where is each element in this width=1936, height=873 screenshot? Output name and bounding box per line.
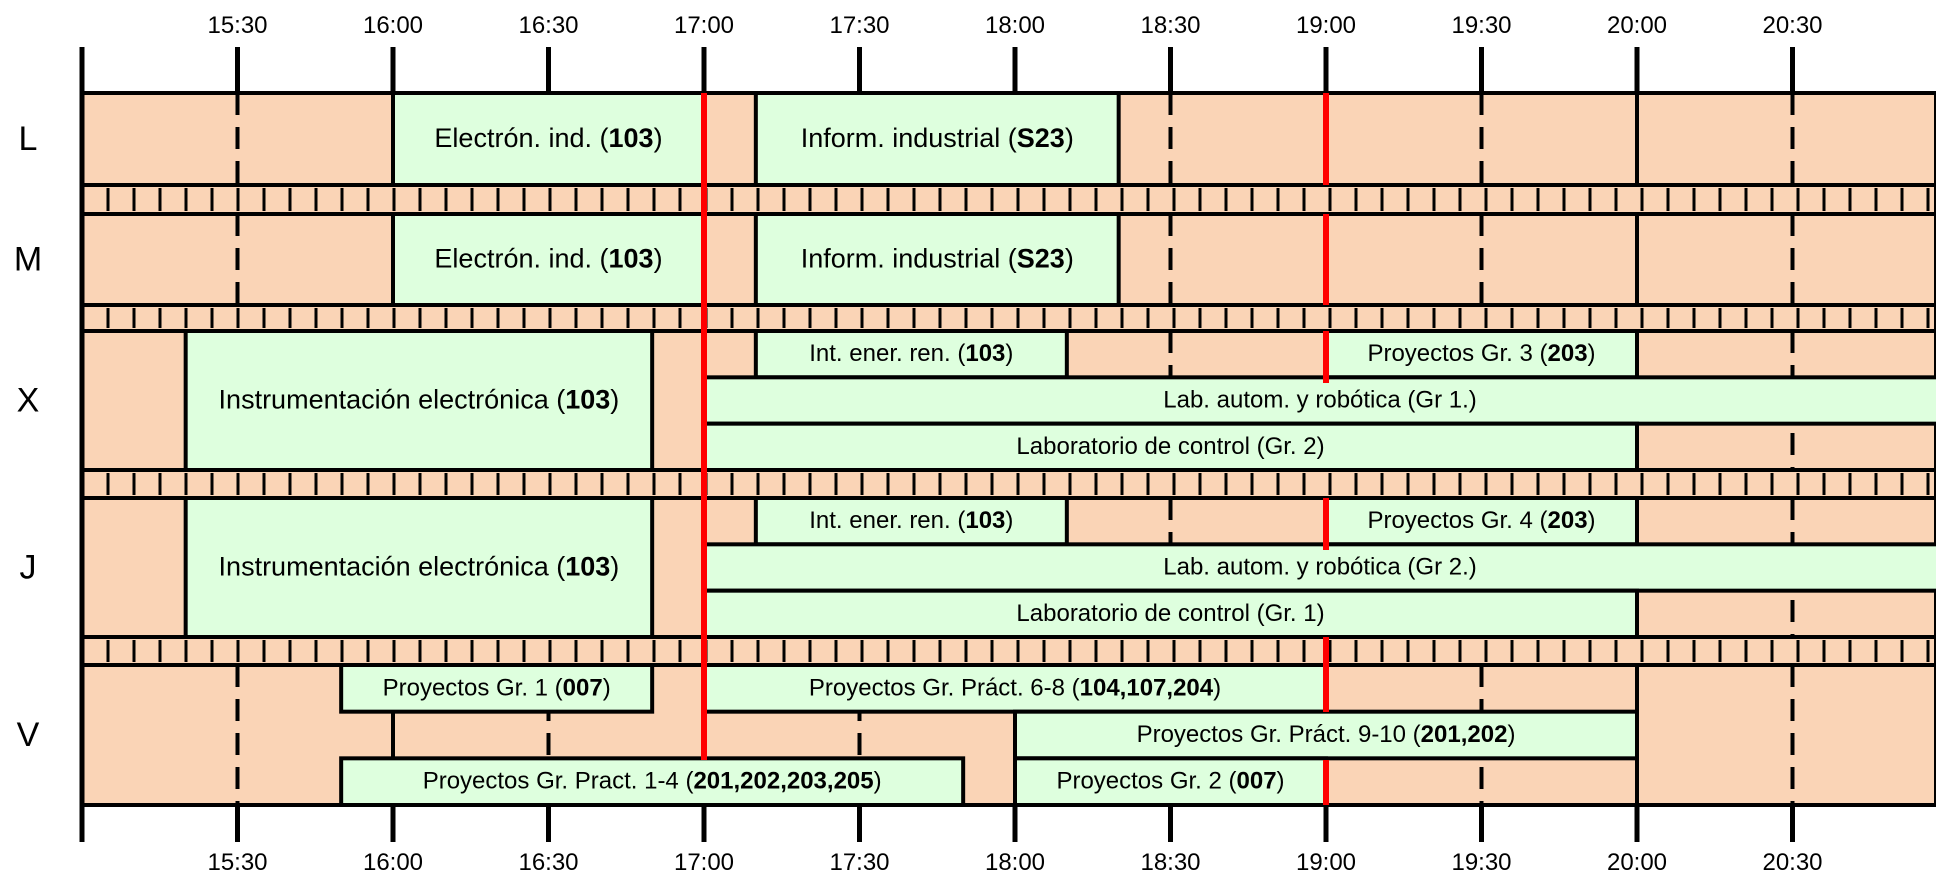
class-block: [1013, 756, 1328, 807]
time-label-top: 19:00: [1296, 12, 1356, 39]
class-block: [183, 496, 655, 639]
class-label: Proyectos Gr. Práct. 6-8 (104,107,204): [809, 675, 1221, 702]
day-label: X: [17, 381, 40, 419]
time-label-bottom: 18:30: [1140, 849, 1200, 873]
day-separator-layer: [80, 183, 1936, 667]
class-block: [339, 663, 655, 714]
class-label: Proyectos Gr. 1 (007): [383, 675, 611, 702]
class-label: Electrón. ind. (103): [434, 123, 662, 153]
time-axis-layer: 15:30 15:30 16:00 16:00 16:30 16:30 17:00 17:00…: [79, 12, 1823, 873]
time-label-top: 18:00: [985, 12, 1045, 39]
class-label: Proyectos Gr. Práct. 9-10 (201,202): [1137, 721, 1516, 748]
time-label-top: 16:00: [363, 12, 423, 39]
class-label: Proyectos Gr. 4 (203): [1367, 508, 1595, 535]
time-label-bottom: 20:00: [1607, 849, 1667, 873]
day-label-layer: L M X J V: [14, 120, 42, 754]
time-label-top: 19:30: [1451, 12, 1511, 39]
class-label: Instrumentación electrónica (103): [219, 552, 620, 582]
class-label: Lab. autom. y robótica (Gr 2.): [1163, 554, 1476, 581]
time-label-bottom: 18:00: [985, 849, 1045, 873]
day-label: L: [19, 120, 38, 158]
day-separator-band: [80, 635, 1936, 667]
class-label: Proyectos Gr. 3 (203): [1367, 341, 1595, 368]
class-label: Inform. industrial (S23): [801, 123, 1074, 153]
day-separator-band: [80, 468, 1936, 500]
class-block: [702, 663, 1328, 714]
day-label: M: [14, 240, 42, 278]
class-block: [702, 421, 1639, 472]
class-label: Proyectos Gr. Pract. 1-4 (201,202,203,20…: [423, 768, 882, 795]
class-block: [753, 496, 1069, 547]
class-block-layer: Electrón. ind. (103) Inform. industrial (…: [183, 91, 1936, 807]
time-label-top: 20:30: [1762, 12, 1822, 39]
time-label-bottom: 16:30: [518, 849, 578, 873]
time-label-top: 15:30: [207, 12, 267, 39]
day-separator-band: [80, 303, 1936, 333]
class-block: [391, 212, 706, 307]
day-separator-band: [80, 183, 1936, 216]
time-label-top: 18:30: [1140, 12, 1200, 39]
day-label: J: [20, 548, 37, 586]
class-block: [339, 756, 966, 807]
time-label-bottom: 20:30: [1762, 849, 1822, 873]
time-label-bottom: 17:30: [829, 849, 889, 873]
class-label: Int. ener. ren. (103): [809, 341, 1013, 368]
class-label: Laboratorio de control (Gr. 1): [1016, 600, 1324, 627]
time-label-bottom: 19:00: [1296, 849, 1356, 873]
class-label: Electrón. ind. (103): [434, 244, 662, 274]
day-label: V: [17, 716, 40, 754]
class-block: [183, 329, 655, 472]
class-label: Instrumentación electrónica (103): [219, 385, 620, 415]
time-label-top: 17:00: [674, 12, 734, 39]
red-marker-layer: [701, 93, 1329, 805]
class-block: [753, 91, 1121, 187]
class-label: Proyectos Gr. 2 (007): [1056, 768, 1284, 795]
time-label-bottom: 17:00: [674, 849, 734, 873]
class-label: Inform. industrial (S23): [801, 244, 1074, 274]
class-label: Lab. autom. y robótica (Gr 1.): [1163, 387, 1476, 414]
time-label-bottom: 15:30: [207, 849, 267, 873]
class-label: Laboratorio de control (Gr. 2): [1016, 433, 1324, 460]
class-block: [753, 329, 1069, 380]
time-label-bottom: 16:00: [363, 849, 423, 873]
class-label: Int. ener. ren. (103): [809, 508, 1013, 535]
time-label-top: 20:00: [1607, 12, 1667, 39]
class-block: [753, 212, 1121, 307]
time-label-top: 17:30: [829, 12, 889, 39]
time-label-bottom: 19:30: [1451, 849, 1511, 873]
time-label-top: 16:30: [518, 12, 578, 39]
